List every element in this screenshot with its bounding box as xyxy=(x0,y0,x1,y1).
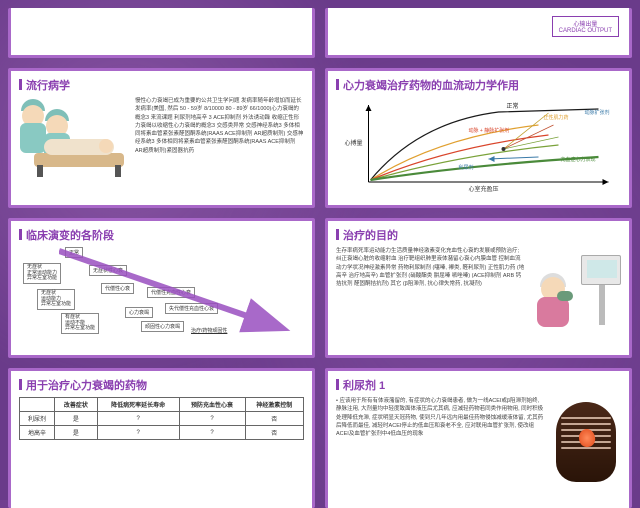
slide-title: 利尿剂 1 xyxy=(336,377,621,393)
surgery-illustration xyxy=(19,97,129,177)
treatment-text: 生存率病死率运动能力生活质量神经激素变化充血性心衰的发展或预防治疗; 纠正衰竭心… xyxy=(336,247,525,327)
slide-title: 临床演变的各阶段 xyxy=(19,227,304,243)
svg-text:正常: 正常 xyxy=(507,102,519,110)
slide-top-right-partial: 心输出量 CARDIAC OUTPUT xyxy=(325,8,632,58)
col-blank xyxy=(20,398,55,412)
slide-title: 心力衰竭治疗药物的血流动力学作用 xyxy=(336,77,621,93)
tag-line2: CARDIAC OUTPUT xyxy=(559,28,612,34)
slide-top-left-partial xyxy=(8,8,315,58)
col-neuro: 神经激素控制 xyxy=(245,398,303,412)
hemodynamics-chart: 正常 正性肌力药 动脉扩张剂 动脉 + 静脉扩张剂 利尿剂 充血症心力表现 心搏… xyxy=(336,97,621,192)
elderly-monitor-illustration xyxy=(531,247,621,327)
svg-text:心搏量: 心搏量 xyxy=(345,139,363,147)
epidemiology-text: 慢性心力衰竭已成为重要的公共卫生学问题 发病率随年龄增加而延长发病率(美国, 然… xyxy=(135,97,304,177)
slide-title: 用于治疗心力衰竭的药物 xyxy=(19,377,304,393)
col-mortality: 降低病死率延长寿命 xyxy=(97,398,179,412)
tag-line1: 心输出量 xyxy=(559,19,612,28)
slide-title: 流行病学 xyxy=(19,77,304,93)
stages-flowchart: 正常 无症状正常运动能力异常左室功能 无症状性心衰 无症状运动能力异常左室功能 … xyxy=(19,247,304,337)
svg-text:正性肌力药: 正性肌力药 xyxy=(544,114,569,121)
col-symptom: 改善症状 xyxy=(55,398,98,412)
slide-clinical-stages: 临床演变的各阶段 正常 无症状正常运动能力异常左室功能 无症状性心衰 无症状运动… xyxy=(8,218,315,358)
drugs-table: 改善症状 降低病死率延长寿命 预防充血性心衰 神经激素控制 利尿剂 是 ? ? … xyxy=(19,397,304,440)
flow-node: 无症状正常运动能力异常左室功能 xyxy=(23,263,61,284)
svg-text:动脉扩张剂: 动脉扩张剂 xyxy=(585,109,610,116)
col-prevent: 预防充血性心衰 xyxy=(179,398,245,412)
svg-text:心室充盈压: 心室充盈压 xyxy=(469,185,499,192)
table-row: 利尿剂 是 ? ? 否 xyxy=(20,412,304,426)
svg-text:充血症心力表现: 充血症心力表现 xyxy=(561,156,596,163)
slide-treatment-goals: 治疗的目的 生存率病死率运动能力生活质量神经激素变化充血性心衰的发展或预防治疗;… xyxy=(325,218,632,358)
slide-epidemiology: 流行病学 慢性心力衰竭已成为重要的公共卫生学问题 发病率随年龄增加而延长发病率(… xyxy=(8,68,315,208)
svg-text:动脉 + 静脉扩张剂: 动脉 + 静脉扩张剂 xyxy=(469,127,510,134)
decline-arrow-icon xyxy=(59,247,299,337)
torso-anatomy-illustration xyxy=(551,397,621,487)
svg-text:利尿剂: 利尿剂 xyxy=(459,164,474,171)
slide-grid: 心输出量 CARDIAC OUTPUT 流行病学 慢性心力衰竭已成为重要的公共卫… xyxy=(0,0,640,500)
diuretics-text: • 应该用于所有有体液潴留的, 有症状的心力衰竭患者, 做为一线ACEI或β阻滞… xyxy=(336,397,545,487)
table-row: 地高辛 是 ? ? 否 xyxy=(20,426,304,440)
cardiac-output-tag: 心输出量 CARDIAC OUTPUT xyxy=(552,16,619,37)
slide-title: 治疗的目的 xyxy=(336,227,621,243)
slide-hemodynamics: 心力衰竭治疗药物的血流动力学作用 xyxy=(325,68,632,208)
slide-diuretics: 利尿剂 1 • 应该用于所有有体液潴留的, 有症状的心力衰竭患者, 做为一线AC… xyxy=(325,368,632,508)
slide-drugs-table: 用于治疗心力衰竭的药物 改善症状 降低病死率延长寿命 预防充血性心衰 神经激素控… xyxy=(8,368,315,508)
